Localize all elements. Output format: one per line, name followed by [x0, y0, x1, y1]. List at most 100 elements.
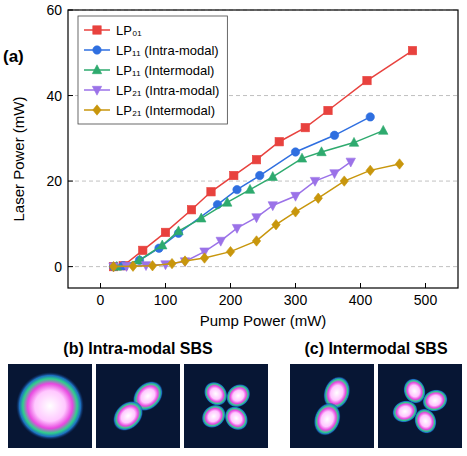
x-tick-label: 300: [284, 292, 308, 308]
x-tick-label: 500: [414, 292, 438, 308]
data-point: [366, 113, 374, 121]
data-point: [139, 246, 147, 254]
data-point: [346, 158, 355, 167]
x-tick: [295, 283, 296, 288]
series-line: [114, 162, 351, 267]
y-tick: [68, 95, 73, 96]
image-ground: [184, 364, 268, 448]
data-point: [324, 106, 332, 114]
legend-marker: [92, 86, 101, 95]
data-point: [197, 213, 206, 222]
data-point: [226, 246, 234, 256]
data-point: [174, 226, 183, 235]
data-point: [245, 184, 254, 193]
mode-image: [378, 364, 462, 448]
data-point: [366, 165, 374, 175]
x-tick: [425, 283, 426, 288]
data-point: [408, 46, 416, 54]
data-point: [230, 171, 238, 179]
legend-label: LP₁₁ (Intermodal): [116, 63, 214, 78]
image-ground: [96, 364, 180, 448]
y-tick: [68, 181, 73, 182]
legend-label: LP₁₁ (Intra-modal): [116, 43, 219, 58]
data-point: [291, 192, 300, 201]
legend-marker: [93, 46, 101, 54]
data-point: [158, 240, 167, 249]
data-point: [314, 193, 322, 203]
legend-box: [78, 16, 227, 124]
data-point: [272, 220, 280, 230]
data-point: [275, 138, 283, 146]
x-tick-label: 400: [349, 292, 373, 308]
legend-marker: [93, 105, 101, 115]
mode-lobe: [16, 372, 84, 440]
data-point: [252, 155, 260, 163]
data-point: [340, 176, 348, 186]
data-point: [181, 256, 189, 266]
y-tick-label: 0: [54, 259, 62, 275]
mode-lobe: [411, 405, 441, 437]
image-ground: [8, 364, 92, 448]
legend-marker: [92, 65, 101, 74]
data-point: [187, 206, 195, 214]
mode-lobe: [309, 399, 345, 440]
data-point: [301, 123, 309, 131]
panel-title: (c) Intermodal SBS: [304, 340, 447, 357]
mode-image: [184, 364, 268, 448]
data-point: [363, 76, 371, 84]
image-ground: [290, 364, 374, 448]
series-line: [114, 164, 400, 267]
x-tick-label: 200: [219, 292, 243, 308]
grid-line: [68, 181, 458, 182]
data-point: [129, 261, 137, 271]
mode-image: [8, 364, 92, 448]
mode-image: [290, 364, 374, 448]
mode-image: [96, 364, 180, 448]
data-point: [207, 188, 215, 196]
x-axis-title: Pump Power (mW): [200, 312, 327, 329]
mode-lobe: [107, 395, 149, 437]
data-point: [252, 236, 260, 246]
data-point: [268, 172, 277, 181]
data-point: [216, 237, 225, 246]
legend: LP₀₁ LP₁₁ (Intra-modal) LP₁₁ (Intermodal) L…: [78, 16, 227, 124]
data-point: [291, 148, 299, 156]
x-tick: [230, 283, 231, 288]
plot-frame: [68, 10, 458, 288]
y-axis-title: Laser Power (mW): [10, 96, 27, 221]
data-point: [349, 137, 358, 146]
series-line: [117, 131, 384, 267]
data-point: [297, 153, 306, 162]
y-tick-label: 40: [46, 88, 62, 104]
data-point: [200, 253, 208, 263]
data-point: [252, 214, 261, 223]
y-tick: [68, 10, 73, 11]
series-line: [114, 117, 371, 267]
y-tick-label: 20: [46, 173, 62, 189]
data-point: [256, 171, 264, 179]
x-tick: [360, 283, 361, 288]
data-point: [379, 125, 388, 134]
data-point: [232, 224, 241, 233]
legend-marker: [93, 26, 101, 34]
data-point: [317, 147, 326, 156]
data-point: [161, 228, 169, 236]
y-tick: [68, 266, 73, 267]
panel-label: (a): [3, 47, 24, 66]
data-point: [148, 261, 156, 271]
x-tick: [165, 283, 166, 288]
x-tick: [100, 283, 101, 288]
data-point: [233, 185, 241, 193]
legend-label: LP₂₁ (Intra-modal): [116, 83, 219, 98]
legend-label: LP₂₁ (Intermodal): [116, 103, 215, 118]
x-tick-label: 0: [97, 292, 105, 308]
legend-label: LP₀₁: [116, 23, 142, 38]
x-tick-label: 100: [154, 292, 178, 308]
image-ground: [378, 364, 462, 448]
data-point: [168, 258, 176, 268]
data-point: [109, 261, 117, 271]
mode-lobe: [220, 401, 254, 435]
data-point: [330, 170, 339, 179]
figure: 01002003004005000204060Pump Power (mW)La…: [0, 0, 467, 456]
data-point: [291, 207, 299, 217]
